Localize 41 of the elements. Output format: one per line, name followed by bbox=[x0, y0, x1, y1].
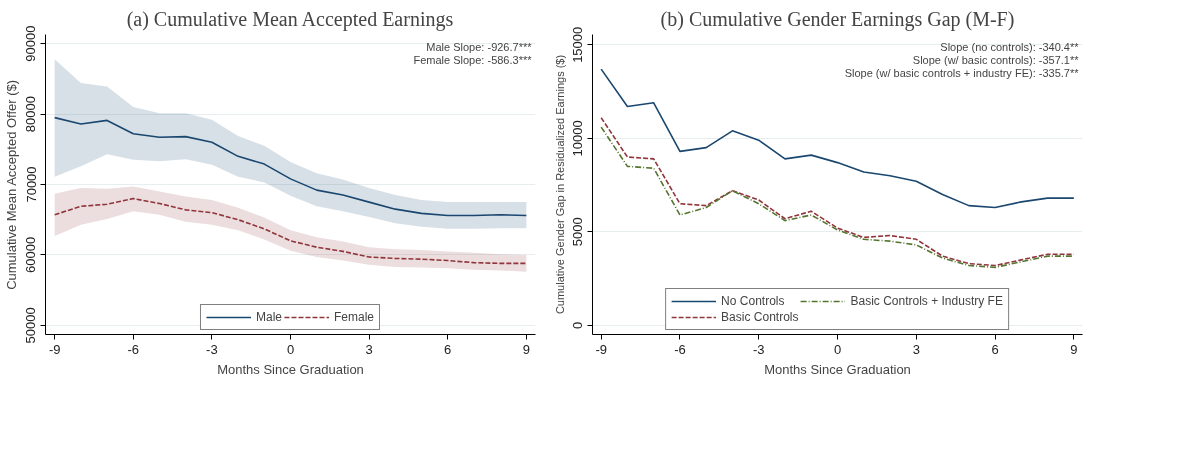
annotation: Female Slope: -586.3*** bbox=[413, 53, 533, 66]
x-tick-label: 6 bbox=[444, 341, 452, 357]
annotation: Slope (w/ basic controls): -357.1** bbox=[912, 53, 1080, 66]
x-tick-label: -9 bbox=[48, 341, 61, 357]
line-series bbox=[53, 116, 528, 217]
x-tick-label: -9 bbox=[595, 341, 607, 357]
y-tick-label: 90000 bbox=[23, 25, 39, 62]
y-tick-label: 60000 bbox=[23, 236, 39, 273]
y-tick-label: 5000 bbox=[570, 217, 586, 247]
x-tick-label: 0 bbox=[286, 341, 295, 357]
y-tick-label: 80000 bbox=[23, 96, 39, 133]
y-axis-title: Cumulative Gender Gap in Residualized Earnings ($) bbox=[553, 54, 566, 315]
legend-label: Female bbox=[334, 310, 375, 324]
x-tick-label: -3 bbox=[206, 341, 218, 357]
x-axis-title: Months Since Graduation bbox=[217, 361, 364, 377]
x-axis-title: Months Since Graduation bbox=[764, 361, 911, 377]
x-tick-label: -6 bbox=[127, 341, 140, 357]
y-tick-label: 50000 bbox=[23, 307, 39, 344]
x-tick-label: -6 bbox=[674, 341, 686, 357]
legend-label: Male bbox=[255, 310, 282, 324]
y-tick-label: 0 bbox=[570, 321, 586, 329]
x-tick-label: -3 bbox=[752, 341, 765, 357]
x-tick-label: 3 bbox=[912, 341, 920, 357]
x-tick-label: 6 bbox=[991, 341, 999, 357]
annotation: Slope (no controls): -340.4** bbox=[940, 40, 1080, 53]
y-tick-label: 10000 bbox=[570, 120, 586, 157]
legend-label: No Controls bbox=[721, 294, 785, 308]
y-tick-label: 15000 bbox=[570, 26, 586, 63]
chart-title: (b) Cumulative Gender Earnings Gap (M-F) bbox=[660, 7, 1015, 31]
x-tick-label: 3 bbox=[365, 341, 373, 357]
annotation: Slope (w/ basic controls + industry FE): -335.7** bbox=[844, 66, 1080, 79]
chart-title: (a) Cumulative Mean Accepted Earnings bbox=[126, 7, 454, 31]
y-axis-title: Cumulative Mean Accepted Offer ($) bbox=[3, 79, 19, 290]
x-tick-label: 0 bbox=[833, 341, 842, 357]
legend-label: Basic Controls + Industry FE bbox=[850, 294, 1003, 308]
x-tick-label: 9 bbox=[1070, 341, 1078, 357]
annotation: Male Slope: -926.7*** bbox=[426, 40, 533, 53]
line-series bbox=[53, 197, 528, 265]
legend-label: Basic Controls bbox=[721, 310, 799, 324]
x-tick-label: 9 bbox=[522, 341, 530, 357]
y-tick-label: 70000 bbox=[23, 166, 39, 203]
